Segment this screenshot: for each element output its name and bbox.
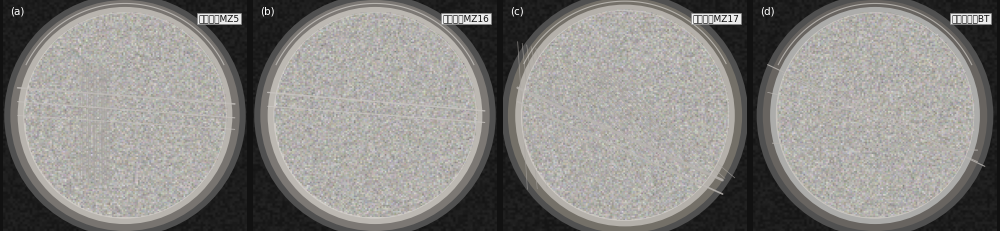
Ellipse shape (260, 0, 490, 231)
Ellipse shape (4, 0, 246, 231)
Text: (b): (b) (260, 7, 275, 17)
Text: 不动杆菌MZ16: 不动杆菌MZ16 (443, 14, 490, 23)
Text: (c): (c) (510, 7, 524, 17)
Text: (d): (d) (760, 7, 775, 17)
Ellipse shape (508, 0, 742, 231)
Ellipse shape (770, 7, 980, 224)
Ellipse shape (776, 13, 974, 218)
Ellipse shape (268, 7, 482, 224)
Ellipse shape (521, 10, 729, 221)
Ellipse shape (515, 5, 735, 226)
Ellipse shape (502, 0, 748, 231)
Ellipse shape (24, 13, 226, 218)
Text: 代尔夫特菌BT: 代尔夫特菌BT (951, 14, 990, 23)
Ellipse shape (10, 0, 240, 231)
Text: 不动杆菌MZ5: 不动杆菌MZ5 (199, 14, 240, 23)
Ellipse shape (274, 13, 476, 218)
Ellipse shape (763, 0, 987, 231)
Ellipse shape (18, 7, 232, 224)
Text: (a): (a) (10, 7, 25, 17)
Text: 假单胞菌MZ17: 假单胞菌MZ17 (693, 14, 740, 23)
Ellipse shape (254, 0, 496, 231)
Ellipse shape (757, 0, 993, 231)
